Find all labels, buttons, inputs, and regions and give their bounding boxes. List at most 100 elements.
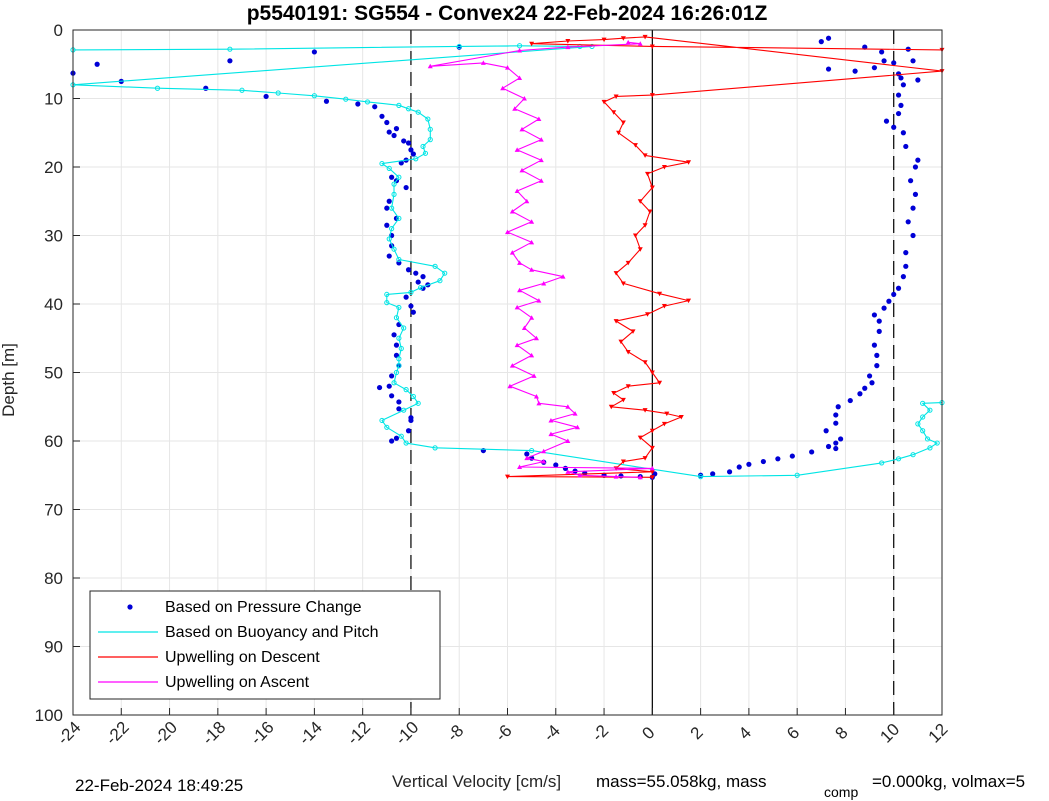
data-point: [519, 167, 525, 173]
data-point: [384, 119, 390, 126]
data-point: [637, 247, 643, 252]
data-point: [386, 383, 392, 389]
data-point: [410, 151, 416, 157]
data-point: [927, 445, 933, 451]
data-point: [642, 456, 648, 461]
data-point: [565, 38, 571, 44]
data-point: [548, 417, 554, 423]
data-point: [410, 393, 416, 400]
y-tick-label: 90: [44, 638, 63, 657]
data-point: [533, 335, 539, 341]
data-point: [480, 60, 486, 65]
data-point: [386, 236, 392, 242]
data-point: [862, 385, 868, 391]
data-point: [403, 294, 409, 300]
series-1: [70, 43, 945, 480]
data-point: [509, 209, 515, 214]
data-point: [403, 184, 409, 191]
data-point: [384, 291, 390, 298]
data-point: [529, 267, 535, 272]
data-point: [874, 352, 880, 358]
data-point: [625, 260, 631, 266]
data-point: [538, 137, 544, 142]
data-point: [516, 43, 523, 49]
data-point: [645, 312, 651, 317]
data-point: [891, 291, 897, 298]
series-0: [70, 35, 921, 480]
data-point: [514, 342, 520, 348]
data-point: [891, 124, 897, 130]
data-point: [833, 420, 839, 426]
data-point: [613, 474, 619, 479]
data-point: [686, 160, 692, 165]
data-point: [905, 219, 911, 225]
data-point: [560, 274, 566, 279]
data-point: [379, 113, 385, 119]
data-point: [886, 298, 892, 304]
data-point: [620, 281, 626, 286]
data-point: [505, 229, 510, 235]
data-point: [678, 415, 684, 420]
legend-label: Based on Buoyancy and Pitch: [165, 624, 378, 641]
data-point: [818, 39, 824, 45]
x-tick-label: -20: [150, 718, 181, 749]
y-tick-label: 60: [44, 432, 63, 451]
data-point: [833, 445, 839, 452]
data-point: [529, 447, 535, 454]
data-point: [924, 436, 931, 442]
data-point: [661, 165, 667, 170]
data-point: [746, 461, 752, 467]
data-point: [541, 448, 547, 454]
data-point: [391, 246, 397, 252]
data-point: [642, 153, 648, 158]
data-point: [823, 428, 829, 434]
data-point: [775, 456, 781, 462]
data-point: [601, 37, 607, 43]
data-point: [396, 406, 402, 412]
data-point: [393, 369, 400, 376]
data-point: [565, 404, 571, 409]
data-point: [857, 391, 863, 397]
x-tick-label: 0: [638, 723, 658, 743]
data-point: [657, 291, 663, 297]
x-tick-label: -4: [540, 721, 564, 745]
data-point: [891, 60, 897, 66]
data-point: [541, 459, 547, 464]
x-tick-label: -2: [588, 721, 612, 745]
data-point: [507, 383, 513, 389]
data-point: [927, 407, 933, 413]
data-point: [386, 165, 392, 171]
data-point: [442, 270, 448, 276]
data-point: [632, 233, 638, 238]
data-point: [649, 465, 655, 471]
data-point: [408, 147, 414, 153]
x-ticks: -24 -22 -20 -18 -16 -14 -12 -10 -8 -6 -4 -2 0 2 4 6 8 10 1…: [54, 708, 952, 749]
x-tick-label: -16: [247, 718, 278, 749]
data-point: [393, 342, 400, 348]
data-point: [408, 289, 414, 295]
data-point: [618, 339, 624, 345]
data-point: [521, 325, 527, 330]
data-point: [408, 303, 414, 309]
data-point: [874, 363, 880, 369]
data-point: [866, 373, 873, 379]
data-point: [637, 474, 643, 480]
data-point: [398, 345, 404, 352]
data-point: [529, 41, 535, 47]
data-point: [898, 75, 904, 81]
data-point: [531, 373, 537, 378]
data-point: [649, 185, 655, 191]
data-point: [661, 421, 667, 427]
data-point: [934, 440, 940, 446]
data-point: [410, 309, 416, 315]
data-point: [575, 424, 581, 430]
data-point: [227, 46, 233, 52]
data-point: [613, 319, 619, 324]
data-point: [871, 65, 878, 71]
data-point: [895, 456, 902, 462]
data-point: [427, 63, 433, 69]
x-tick-label: 10: [876, 720, 903, 747]
y-tick-label: 0: [54, 21, 63, 40]
data-point: [869, 380, 875, 386]
